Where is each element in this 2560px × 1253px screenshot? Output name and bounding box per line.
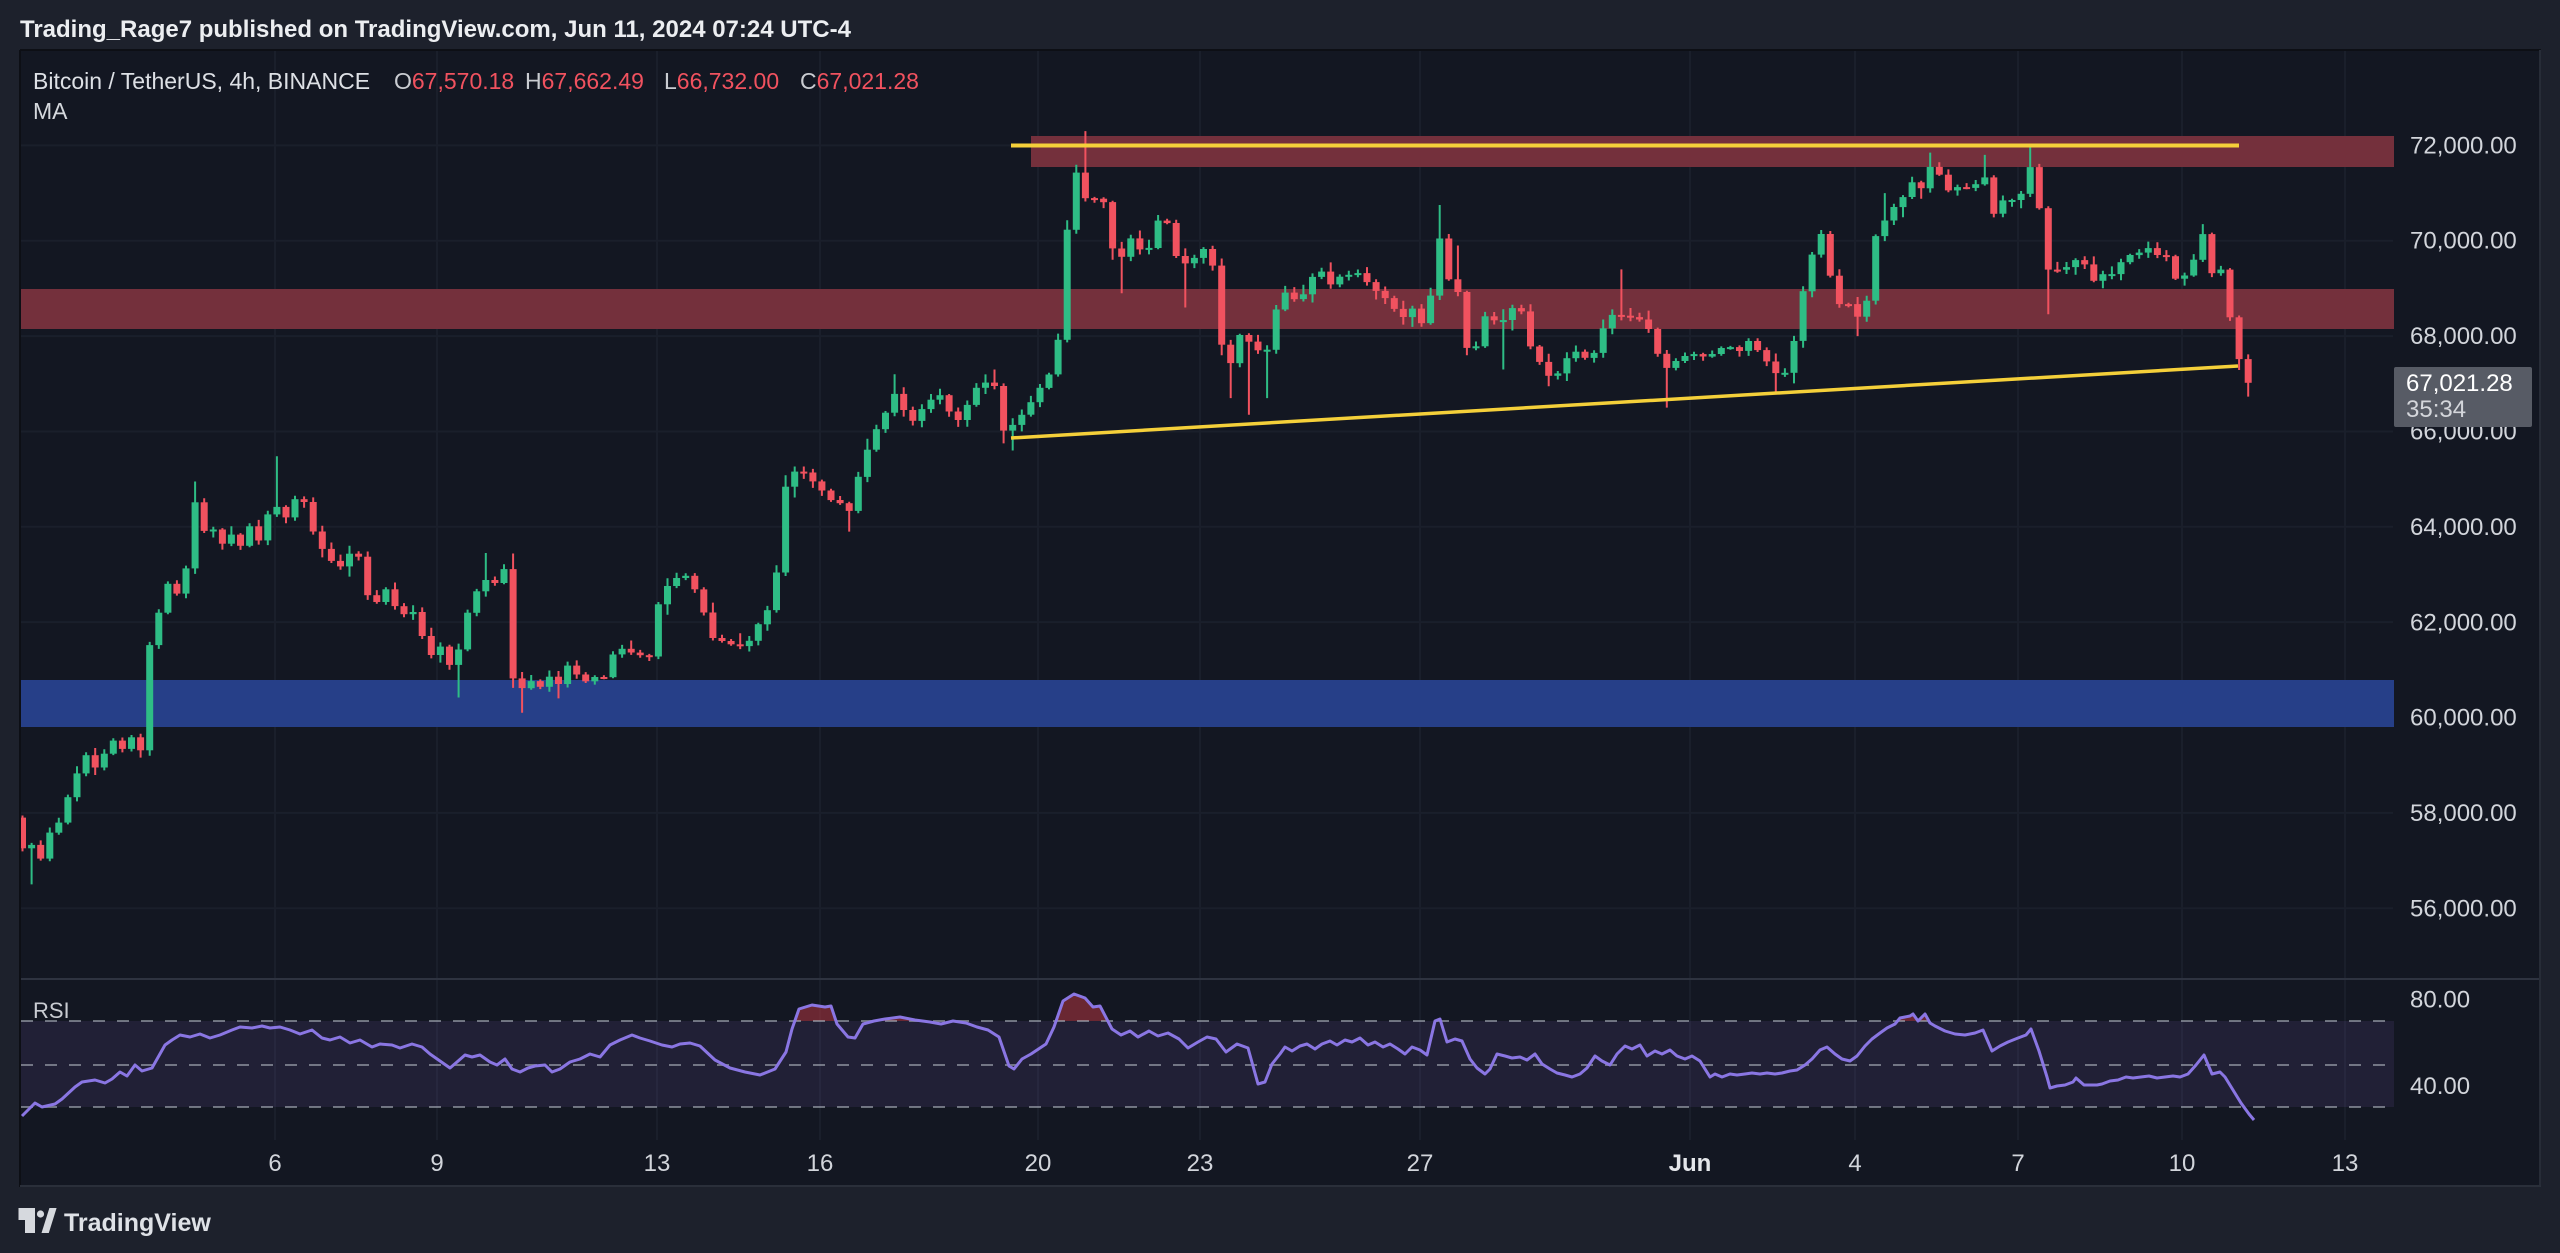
svg-text:27: 27 [1407,1150,1434,1177]
svg-text:60,000.00: 60,000.00 [2410,705,2517,732]
svg-text:6: 6 [268,1150,281,1177]
svg-text:70,000.00: 70,000.00 [2410,228,2517,255]
svg-text:72,000.00: 72,000.00 [2410,133,2517,160]
svg-text:56,000.00: 56,000.00 [2410,896,2517,923]
svg-text:40.00: 40.00 [2410,1073,2470,1100]
svg-text:Bitcoin / TetherUS, 4h, BINANC: Bitcoin / TetherUS, 4h, BINANCE [33,68,370,94]
svg-text:23: 23 [1187,1150,1214,1177]
svg-text:68,000.00: 68,000.00 [2410,323,2517,350]
svg-text:MA: MA [33,98,68,124]
svg-text:Trading_Rage7 published on Tra: Trading_Rage7 published on TradingView.c… [20,16,852,43]
svg-text:58,000.00: 58,000.00 [2410,800,2517,827]
svg-text:64,000.00: 64,000.00 [2410,514,2517,541]
svg-text:7: 7 [2011,1150,2024,1177]
svg-text:80.00: 80.00 [2410,987,2470,1014]
svg-text:67,021.28: 67,021.28 [2406,370,2513,397]
svg-text:4: 4 [1848,1150,1861,1177]
svg-text:13: 13 [2332,1150,2359,1177]
svg-text:35:34: 35:34 [2406,396,2466,423]
svg-text:9: 9 [430,1150,443,1177]
svg-text:Jun: Jun [1669,1150,1712,1177]
svg-text:16: 16 [807,1150,834,1177]
svg-text:62,000.00: 62,000.00 [2410,610,2517,637]
svg-text:RSI: RSI [33,998,70,1023]
svg-text:20: 20 [1025,1150,1052,1177]
svg-text:10: 10 [2169,1150,2196,1177]
svg-text:13: 13 [644,1150,671,1177]
svg-text:TradingView: TradingView [64,1209,211,1237]
